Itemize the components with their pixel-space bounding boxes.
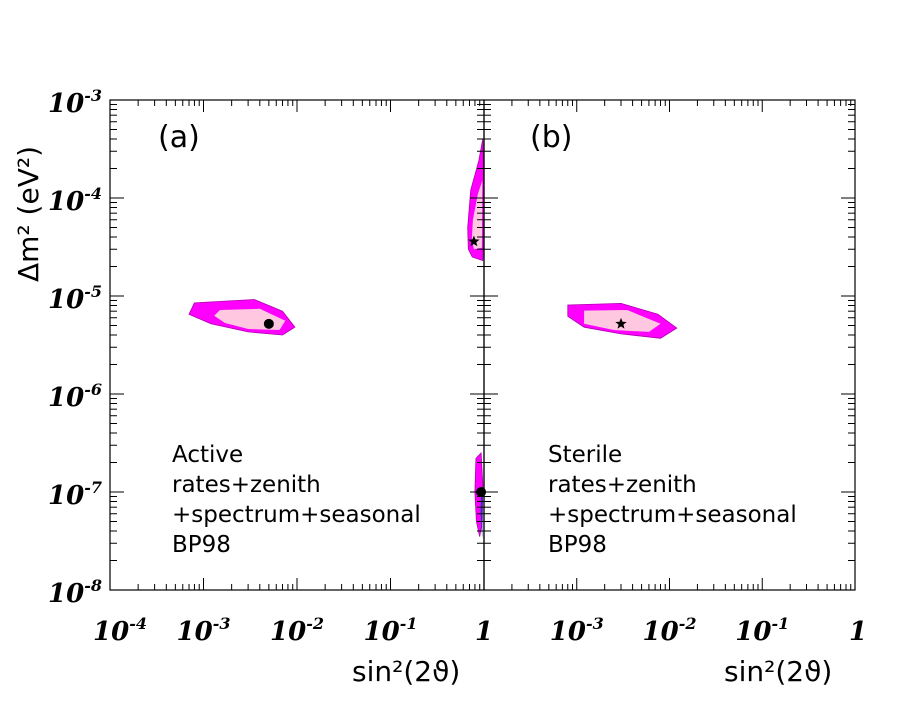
best-fit-dot-sma-a [263,318,274,329]
best-fit-star-lma-a [468,235,480,247]
x-tick-label-a: 10-2 [270,614,324,647]
x-tick-label-b: 10-3 [550,614,604,647]
region-sma-inner-b [584,310,661,332]
x-tick-label-b: 10-2 [643,614,697,647]
panel-b [483,99,856,591]
x-tick-label-a: 10-1 [364,614,418,647]
y-axis-label: Δm² (eV²) [12,146,45,282]
annotation-b-line-1: Sterile [548,442,622,468]
x-axis-label-a: sin²(2ϑ) [352,655,460,688]
annotation-b-line-2: rates+zenith [548,472,697,498]
annotation-a-line-4: BP98 [172,532,231,558]
y-tick-labels: 10-8 10-7 10-6 10-5 10-4 10-3 [48,86,102,609]
annotation-a-line-3: +spectrum+seasonal [172,502,421,528]
best-fit-star-sma-b [615,317,627,329]
y-tick-label: 10-3 [48,86,102,119]
panel-a [109,99,487,591]
annotation-a-line-2: rates+zenith [172,472,321,498]
x-tick-label-b: 1 [849,617,867,647]
y-tick-label: 10-8 [48,576,102,609]
panel-label-a: (a) [158,120,200,155]
annotation-b-line-4: BP98 [548,532,607,558]
y-tick-label: 10-7 [48,478,102,511]
annotation-b-line-3: +spectrum+seasonal [548,502,797,528]
y-tick-label: 10-4 [48,184,102,217]
y-tick-label: 10-6 [48,380,102,413]
x-tick-label-a: 10-3 [177,614,231,647]
y-tick-label: 10-5 [48,282,102,315]
x-tick-labels: 10-4 10-3 10-2 10-1 1 10-3 10-2 10-1 1 [93,614,867,647]
panel-label-b: (b) [530,120,572,155]
x-axis-label-b: sin²(2ϑ) [724,655,832,688]
x-tick-label-a: 1 [475,617,493,647]
x-tick-label-b: 10-1 [735,614,789,647]
annotation-a-line-1: Active [172,442,243,468]
x-tick-label-a: 10-4 [93,614,147,647]
